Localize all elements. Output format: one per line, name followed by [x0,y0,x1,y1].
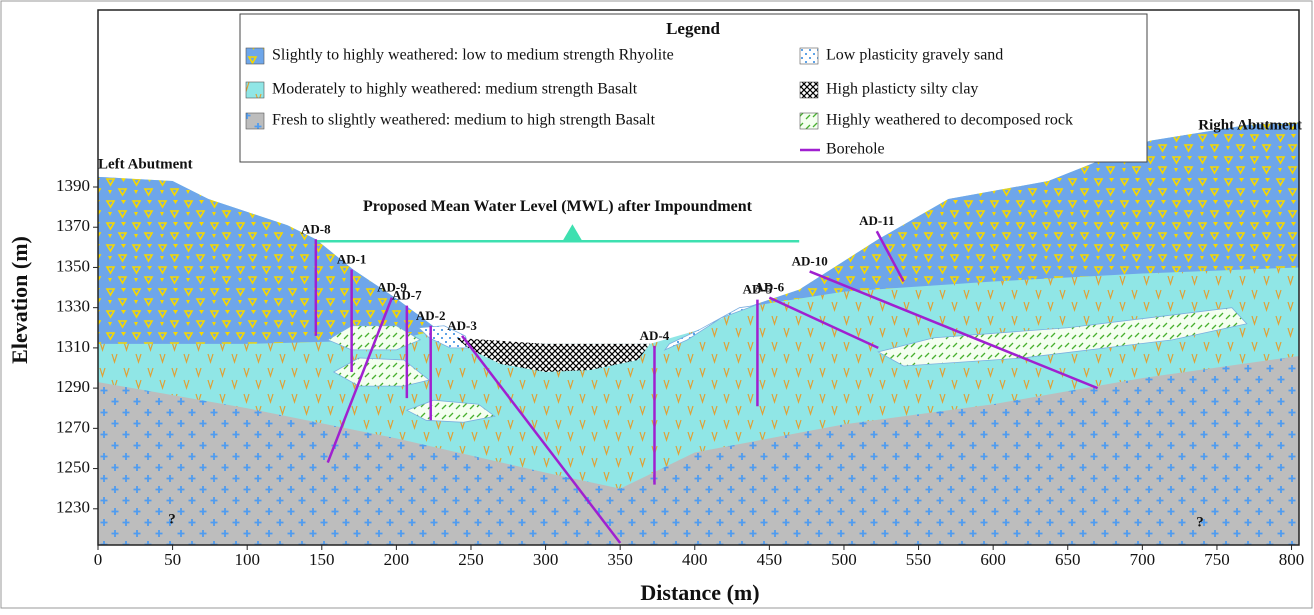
legend-label: Fresh to slightly weathered: medium to h… [272,112,656,129]
x-tick-label: 0 [94,550,103,569]
x-tick-label: 100 [234,550,260,569]
layer-sand [663,305,755,351]
x-tick-label: 800 [1279,550,1305,569]
x-tick-label: 500 [831,550,857,569]
borehole-label: AD-10 [792,253,828,268]
borehole-label: AD-8 [301,221,331,236]
borehole-label: AD-3 [447,318,477,333]
y-tick-label: 1270 [56,417,90,436]
legend-swatch [799,47,819,65]
y-tick-label: 1250 [56,457,90,476]
legend-label: Highly weathered to decomposed rock [826,112,1073,129]
legend-swatch [799,112,819,130]
x-tick-label: 150 [309,550,335,569]
x-tick-label: 700 [1130,550,1156,569]
y-tick-label: 1390 [56,176,90,195]
y-tick-label: 1230 [56,498,90,517]
annotation: ? [168,511,176,527]
plot-area: Proposed Mean Water Level (MWL) after Im… [98,122,1299,545]
legend-label: Slightly to highly weathered: low to med… [272,47,674,64]
legend-swatch [799,81,819,99]
x-tick-label: 350 [607,550,633,569]
legend-label: High plasticty silty clay [826,81,978,98]
y-tick-label: 1350 [56,256,90,275]
layer-decomposed [405,399,496,423]
water-level-label: Proposed Mean Water Level (MWL) after Im… [363,198,753,215]
y-tick-label: 1370 [56,216,90,235]
borehole [326,297,394,463]
borehole-label: AD-1 [337,251,367,266]
borehole-label: AD-2 [416,308,446,323]
legend: Legend Slightly to highly weathered: low… [239,13,1148,163]
legend-label: Moderately to highly weathered: medium s… [272,81,638,98]
plot-frame [97,9,1300,546]
x-tick-label: 550 [906,550,932,569]
legend-swatch [245,47,265,65]
y-tick-label: 1330 [56,297,90,316]
borehole-label: AD-7 [392,288,422,303]
layer-clay [456,337,651,373]
legend-title: Legend [666,19,720,38]
borehole [875,230,905,283]
layer-decomposed [877,307,1248,367]
legend-label: Low plasticity gravely sand [826,47,1003,64]
layer-rhyolite [98,176,439,344]
x-tick-label: 200 [384,550,410,569]
borehole-label: AD-9 [377,280,407,295]
borehole-label: AD-5 [743,282,773,297]
annotation: Left Abutment [98,156,193,172]
borehole-label: AD-4 [640,328,670,343]
water-level-marker [562,224,583,242]
x-tick-label: 400 [682,550,708,569]
legend-swatch [245,112,265,130]
legend-swatch [245,81,265,99]
y-tick-label: 1310 [56,337,90,356]
annotation: Right Abutment [1198,117,1302,133]
annotation: ? [1196,514,1204,530]
x-tick-label: 650 [1055,550,1081,569]
x-tick-label: 600 [980,550,1006,569]
borehole [809,270,1099,390]
layer-rhyolite [739,122,1299,310]
x-axis-title: Distance (m) [640,580,759,605]
layer-decomposed [332,357,431,387]
legend-box [239,13,1148,163]
borehole-label: AD-11 [859,213,894,228]
x-tick-label: 250 [458,550,484,569]
x-tick-label: 450 [757,550,783,569]
x-tick-label: 300 [533,550,559,569]
x-tick-label: 50 [164,550,181,569]
y-axis-title: Elevation (m) [7,236,32,364]
legend-label: Borehole [826,141,885,158]
borehole [461,335,622,544]
y-tick-label: 1290 [56,377,90,396]
x-tick-label: 750 [1204,550,1230,569]
layer-fresh [98,355,1299,545]
borehole-label: AD-6 [755,280,785,295]
borehole [768,296,879,350]
